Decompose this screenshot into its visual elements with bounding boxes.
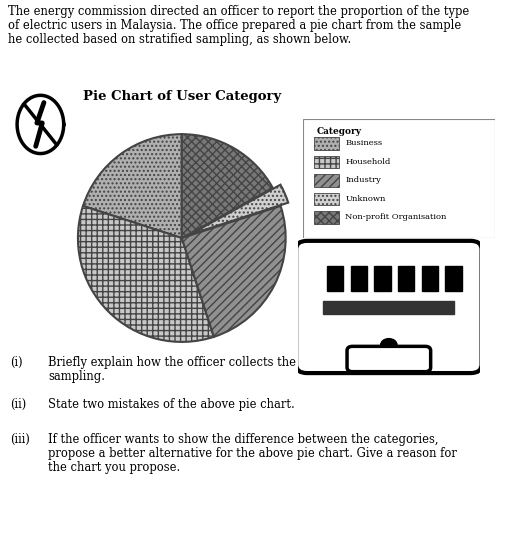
Title: Pie Chart of User Category: Pie Chart of User Category bbox=[83, 90, 281, 103]
Bar bbox=[422, 266, 438, 292]
Text: Business: Business bbox=[345, 140, 382, 147]
FancyBboxPatch shape bbox=[314, 193, 338, 205]
FancyBboxPatch shape bbox=[314, 174, 338, 187]
Text: sampling.: sampling. bbox=[48, 370, 105, 383]
Text: (ii): (ii) bbox=[10, 398, 26, 411]
Text: The energy commission directed an officer to report the proportion of the type: The energy commission directed an office… bbox=[8, 5, 469, 18]
Wedge shape bbox=[83, 134, 182, 238]
FancyBboxPatch shape bbox=[314, 211, 338, 224]
FancyBboxPatch shape bbox=[296, 241, 482, 373]
Text: Household: Household bbox=[345, 158, 390, 166]
Text: Briefly explain how the officer collects the sample based on stratified: Briefly explain how the officer collects… bbox=[48, 356, 455, 369]
Wedge shape bbox=[182, 134, 273, 238]
Bar bbox=[445, 266, 462, 292]
Text: Non-profit Organisation: Non-profit Organisation bbox=[345, 213, 446, 221]
Bar bbox=[323, 301, 454, 314]
Text: of electric users in Malaysia. The office prepared a pie chart from the sample: of electric users in Malaysia. The offic… bbox=[8, 19, 461, 32]
FancyBboxPatch shape bbox=[314, 137, 338, 150]
Wedge shape bbox=[78, 206, 214, 342]
Text: propose a better alternative for the above pie chart. Give a reason for: propose a better alternative for the abo… bbox=[48, 447, 457, 460]
Text: State two mistakes of the above pie chart.: State two mistakes of the above pie char… bbox=[48, 398, 295, 411]
Bar bbox=[374, 266, 391, 292]
Circle shape bbox=[381, 339, 397, 351]
Bar bbox=[327, 266, 343, 292]
Text: Industry: Industry bbox=[345, 176, 381, 184]
FancyBboxPatch shape bbox=[314, 156, 338, 168]
Text: If the officer wants to show the difference between the categories,: If the officer wants to show the differe… bbox=[48, 433, 438, 446]
FancyBboxPatch shape bbox=[303, 119, 495, 238]
Text: (i): (i) bbox=[10, 356, 23, 369]
Text: the chart you propose.: the chart you propose. bbox=[48, 461, 180, 474]
Text: (iii): (iii) bbox=[10, 433, 30, 446]
Text: he collected based on stratified sampling, as shown below.: he collected based on stratified samplin… bbox=[8, 33, 351, 46]
Text: Category: Category bbox=[317, 127, 362, 136]
Text: Unknown: Unknown bbox=[345, 195, 386, 203]
Bar bbox=[350, 266, 367, 292]
Bar bbox=[398, 266, 414, 292]
Wedge shape bbox=[189, 184, 288, 235]
Wedge shape bbox=[182, 206, 286, 337]
FancyBboxPatch shape bbox=[347, 346, 431, 372]
